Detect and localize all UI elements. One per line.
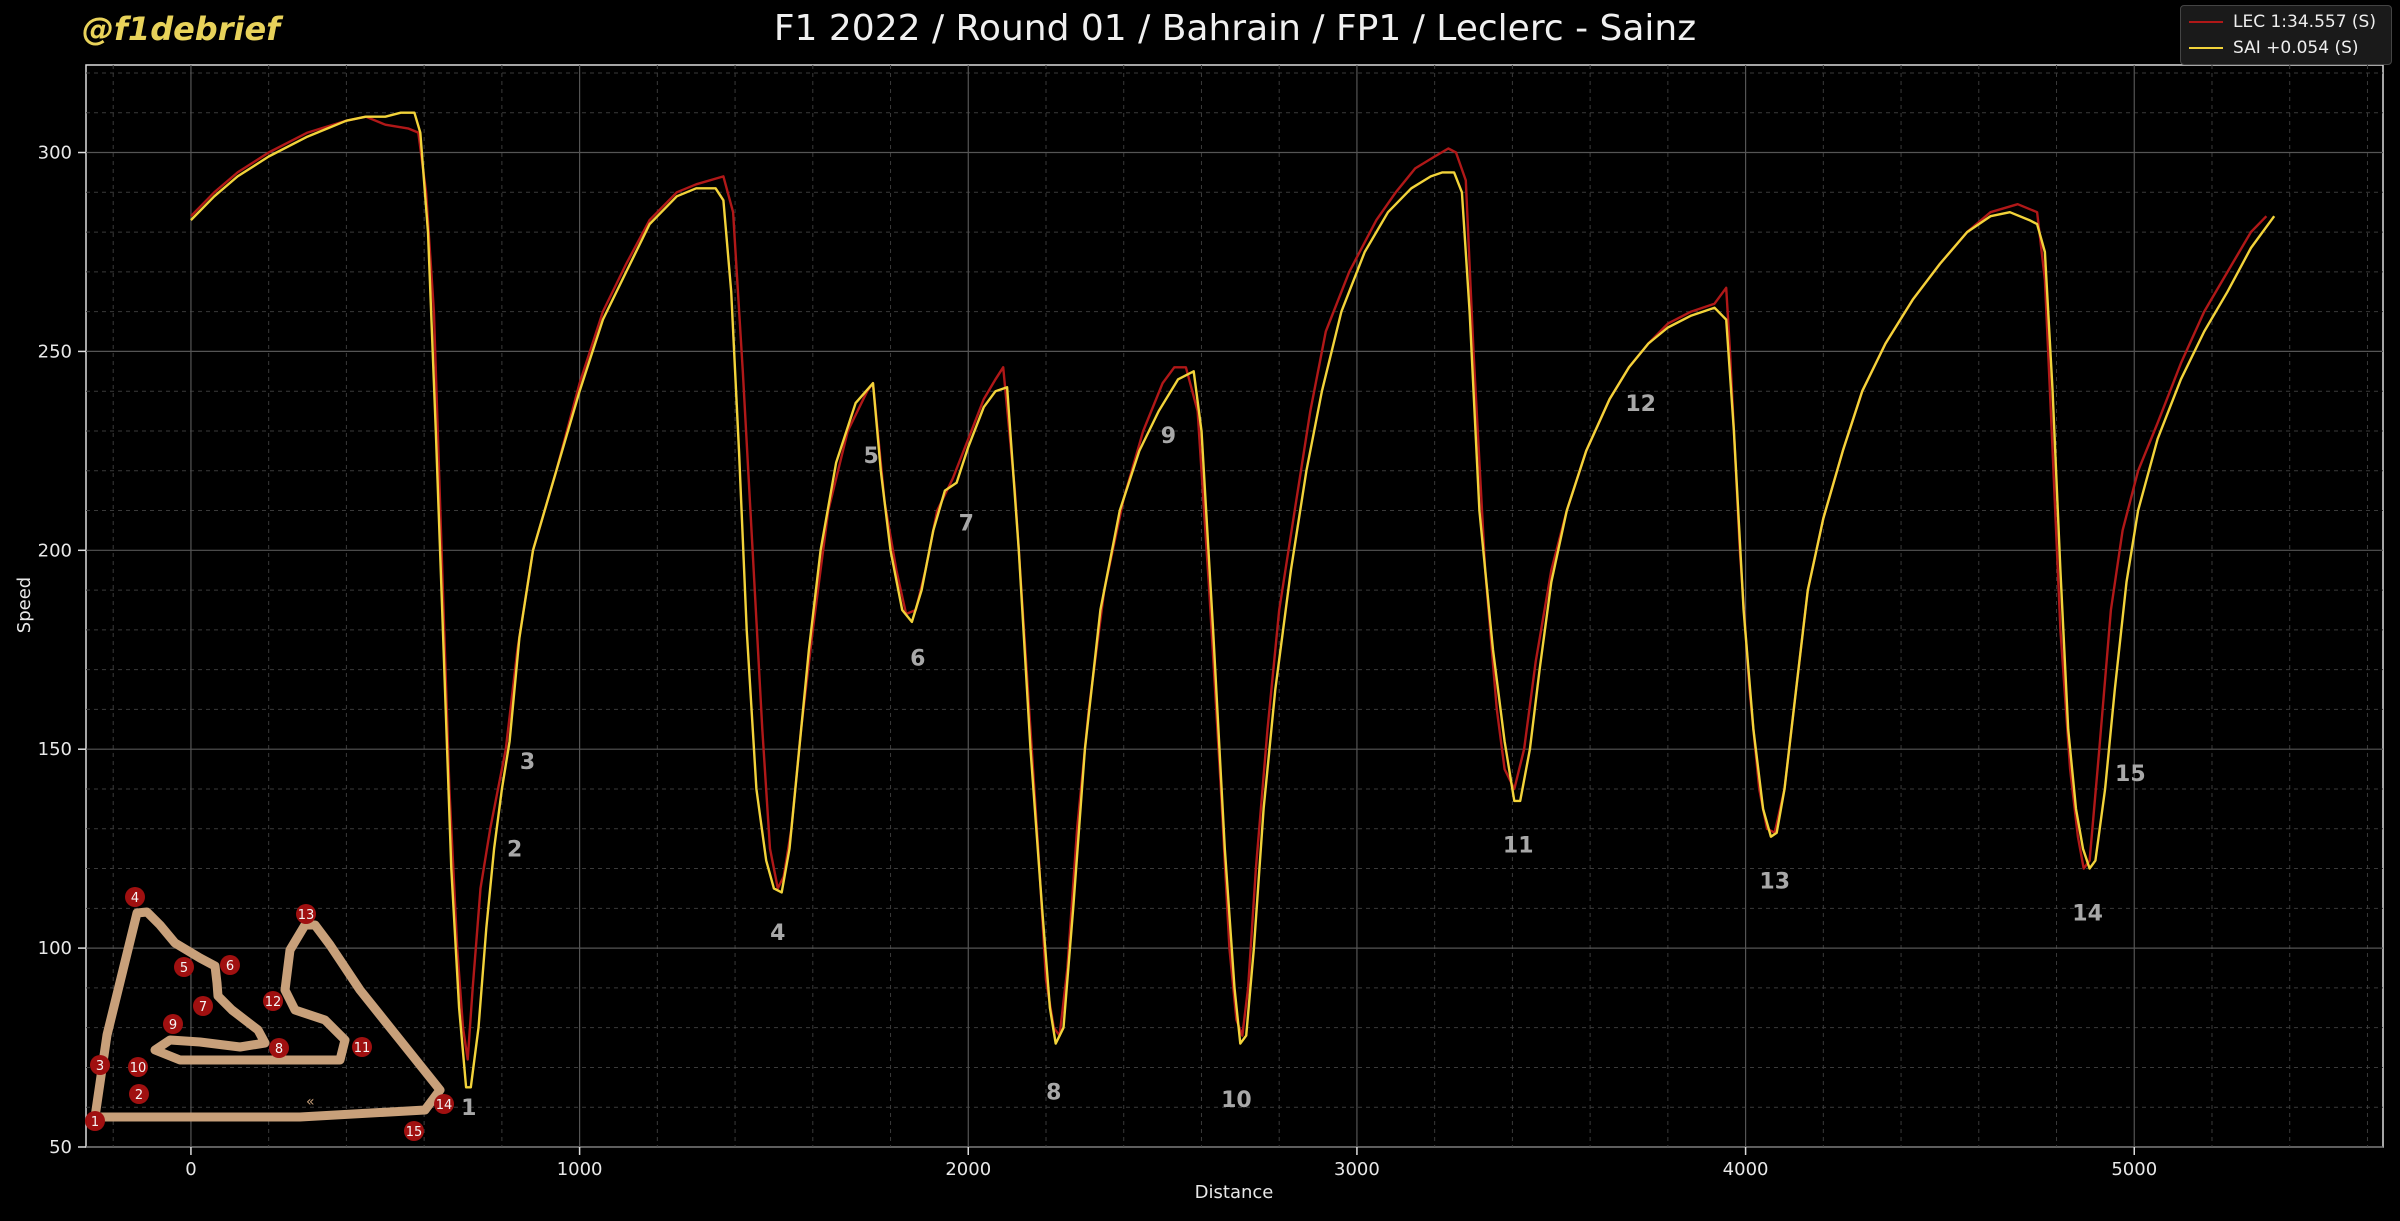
legend-label-sai: SAI +0.054 (S) xyxy=(2233,38,2359,58)
track-map-marker-label: 10 xyxy=(130,1061,147,1076)
track-map-marker-label: 11 xyxy=(354,1041,371,1056)
track-map-marker-label: 1 xyxy=(91,1115,99,1130)
x-tick-label: 3000 xyxy=(1334,1159,1380,1180)
legend-item-lec: LEC 1:34.557 (S) xyxy=(2189,10,2376,34)
track-map-marker-label: 4 xyxy=(131,891,139,906)
track-map-marker xyxy=(434,1094,454,1114)
track-map-marker xyxy=(129,1084,149,1104)
y-tick-label: 50 xyxy=(49,1137,72,1158)
series-lines xyxy=(190,111,2276,1089)
legend-label-lec: LEC 1:34.557 (S) xyxy=(2233,12,2376,32)
track-map-marker xyxy=(352,1037,372,1057)
y-tick-label: 300 xyxy=(38,143,72,164)
legend: LEC 1:34.557 (S) SAI +0.054 (S) xyxy=(2180,5,2392,65)
track-map-marker xyxy=(220,955,240,975)
legend-swatch-sai xyxy=(2189,47,2223,49)
corner-label: 10 xyxy=(1221,1088,1252,1113)
corner-label: 3 xyxy=(520,750,535,775)
track-map-marker xyxy=(128,1057,148,1077)
corner-label: 14 xyxy=(2072,901,2103,926)
y-tick-label: 150 xyxy=(38,739,72,760)
y-axis-label: Speed xyxy=(14,577,35,633)
brand-watermark: @f1debrief xyxy=(82,10,281,48)
y-tick-label: 100 xyxy=(38,938,72,959)
legend-swatch-lec xyxy=(2189,21,2223,23)
corner-label: 11 xyxy=(1503,834,1534,859)
track-map-marker xyxy=(85,1111,105,1131)
track-map-marker-label: 9 xyxy=(169,1018,177,1033)
x-axis-label: Distance xyxy=(1195,1182,1274,1203)
corner-label: 5 xyxy=(863,444,878,469)
track-map-marker-label: 14 xyxy=(436,1098,453,1113)
x-tick-label: 0 xyxy=(185,1159,196,1180)
track-map-marker-label: 6 xyxy=(226,959,234,974)
x-tick-label: 5000 xyxy=(2111,1159,2157,1180)
x-tick-label: 2000 xyxy=(945,1159,991,1180)
track-map-marker xyxy=(263,991,283,1011)
track-outline xyxy=(90,907,445,1122)
corner-label: 13 xyxy=(1759,869,1790,894)
track-direction-arrow: « xyxy=(306,1094,315,1110)
y-tick-label: 250 xyxy=(38,341,72,362)
track-map-marker-label: 8 xyxy=(275,1042,283,1057)
track-map-marker xyxy=(174,957,194,977)
track-map-marker-label: 12 xyxy=(265,995,282,1010)
track-map-marker-label: 5 xyxy=(180,961,188,976)
corner-label: 7 xyxy=(959,511,974,536)
track-map-marker-label: 15 xyxy=(406,1125,423,1140)
corner-label: 2 xyxy=(507,838,522,863)
plot-frame xyxy=(85,64,2384,1148)
track-map-marker-label: 7 xyxy=(199,1000,207,1015)
track-map-marker-label: 2 xyxy=(135,1088,143,1103)
track-map-marker xyxy=(296,904,316,924)
track-map-marker-label: 13 xyxy=(298,908,315,923)
corner-label: 1 xyxy=(461,1096,476,1121)
track-map-marker xyxy=(90,1055,110,1075)
corner-label: 9 xyxy=(1161,424,1176,449)
track-map-marker xyxy=(404,1121,424,1141)
chart-title: F1 2022 / Round 01 / Bahrain / FP1 / Lec… xyxy=(773,8,1697,49)
corner-label: 15 xyxy=(2115,762,2146,787)
track-map-marker xyxy=(163,1014,183,1034)
corner-label: 6 xyxy=(910,647,925,672)
x-tick-label: 1000 xyxy=(557,1159,603,1180)
y-tick-label: 200 xyxy=(38,540,72,561)
legend-item-sai: SAI +0.054 (S) xyxy=(2189,36,2359,60)
track-map-marker xyxy=(269,1038,289,1058)
corner-label: 4 xyxy=(770,921,785,946)
track-map-marker xyxy=(125,887,145,907)
axis-ticks: 0 1000 2000 3000 4000 5000 50 100 150 200 250 300 xyxy=(38,143,2158,1180)
track-map-marker-label: 3 xyxy=(96,1059,104,1074)
corner-label: 8 xyxy=(1046,1080,1061,1105)
x-tick-label: 4000 xyxy=(1723,1159,1769,1180)
track-map-marker xyxy=(193,996,213,1016)
corner-label: 12 xyxy=(1625,392,1656,417)
series-line-sai xyxy=(190,111,2276,1089)
